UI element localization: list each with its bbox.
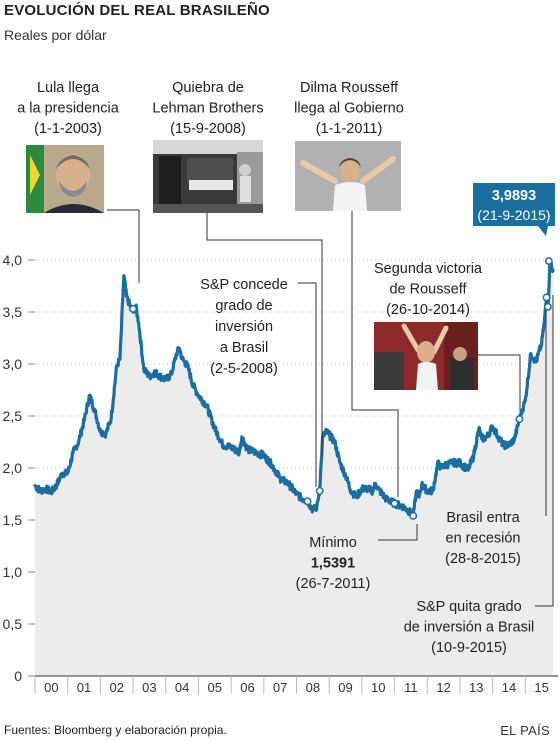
x-tick-label: 06 bbox=[240, 680, 254, 695]
area-fill bbox=[35, 261, 554, 676]
annotation-lehman: (15-9-2008) bbox=[170, 121, 246, 137]
annotation-minimo: (26-7-2011) bbox=[296, 576, 371, 592]
annotation-recession: (28-8-2015) bbox=[445, 551, 521, 567]
x-tick-label: 07 bbox=[273, 680, 287, 695]
annotation-sp-remove: (10-9-2015) bbox=[431, 640, 507, 656]
annotation-sp-grant: a Brasil bbox=[220, 340, 268, 356]
x-tick-label: 00 bbox=[44, 680, 58, 695]
leader-line bbox=[535, 295, 554, 607]
annotation-minimo: 1,5391 bbox=[311, 556, 355, 572]
x-tick-label: 12 bbox=[436, 680, 450, 695]
x-tick-label: 10 bbox=[371, 680, 385, 695]
x-tick-label: 02 bbox=[109, 680, 123, 695]
y-tick-label: 2,0 bbox=[3, 460, 23, 476]
leader-line bbox=[107, 209, 140, 283]
x-tick-label: 08 bbox=[306, 680, 320, 695]
series-area bbox=[35, 261, 554, 676]
annotation-recession: en recesión bbox=[446, 531, 521, 547]
event-marker bbox=[315, 486, 324, 495]
event-marker bbox=[129, 304, 138, 313]
lehman-photo bbox=[153, 140, 263, 213]
y-tick-label: 4,0 bbox=[3, 252, 23, 268]
series-line bbox=[33, 259, 555, 519]
x-tick-label: 05 bbox=[208, 680, 222, 695]
max-value-box bbox=[473, 183, 555, 226]
annotation-labels: Lula llega a la presidencia (1-1-2003) Quie… bbox=[17, 80, 555, 656]
y-tick-label: 3,0 bbox=[3, 356, 23, 372]
x-tick-label: 14 bbox=[502, 680, 516, 695]
annotation-sp-grant: inversión bbox=[215, 319, 273, 335]
x-tick-label: 01 bbox=[77, 680, 91, 695]
axes: 0 0,5 1,0 1,5 2,0 2,5 3,0 3,5 4,0 00 01 02 03 04 05 06 0… bbox=[3, 252, 558, 695]
y-tick-label: 0 bbox=[14, 668, 22, 684]
x-tick-label: 09 bbox=[338, 680, 352, 695]
annotation-lula: (1-1-2003) bbox=[34, 121, 102, 137]
event-marker bbox=[303, 497, 312, 506]
event-marker bbox=[542, 293, 551, 302]
y-tick-label: 3,5 bbox=[3, 304, 23, 320]
annotation-sp-grant: (2-5-2008) bbox=[210, 361, 278, 377]
leader-line bbox=[206, 213, 323, 455]
y-tick-label: 1,0 bbox=[3, 564, 23, 580]
annotation-lehman: Lehman Brothers bbox=[152, 101, 263, 117]
annotation-minimo: Mínimo bbox=[309, 535, 357, 551]
publisher-logo: EL PAÍS bbox=[500, 723, 550, 738]
annotation-dilma: (1-1-2011) bbox=[316, 121, 383, 137]
event-marker bbox=[544, 257, 553, 265]
x-tick-label: 03 bbox=[142, 680, 156, 695]
annotation-sp-grant: grado de bbox=[215, 298, 272, 314]
x-tick-label: 04 bbox=[175, 680, 189, 695]
annotation-max-date: (21-9-2015) bbox=[477, 207, 550, 223]
y-tick-label: 1,5 bbox=[3, 512, 23, 528]
dilma-photo bbox=[295, 141, 401, 211]
annotation-second-victory: de Rousseff bbox=[389, 282, 467, 298]
chart-subtitle: Reales por dólar bbox=[4, 27, 107, 43]
lula-photo bbox=[26, 145, 104, 213]
series-path bbox=[33, 259, 555, 519]
y-tick-label: 0,5 bbox=[3, 616, 23, 632]
source-note: Fuentes: Bloomberg y elaboración propia. bbox=[4, 723, 227, 737]
annotation-dilma: Dilma Rousseff bbox=[300, 80, 399, 96]
annotation-sp-remove: de inversión a Brasil bbox=[404, 620, 535, 636]
leader-lines bbox=[107, 209, 554, 607]
annotation-sp-grant: S&P concede bbox=[200, 277, 288, 293]
leader-line bbox=[378, 524, 418, 541]
max-value-pointer bbox=[538, 226, 548, 236]
second-victory-photo bbox=[374, 322, 478, 390]
x-tick-label: 15 bbox=[534, 680, 548, 695]
annotation-lula: Lula llega bbox=[37, 80, 100, 96]
y-tick-label: 2,5 bbox=[3, 408, 23, 424]
annotation-lula: a la presidencia bbox=[17, 101, 119, 117]
x-tick-label: 13 bbox=[469, 680, 483, 695]
annotation-max-value: 3,9893 bbox=[492, 188, 536, 204]
chart-title: EVOLUCIÓN DEL REAL BRASILEÑO bbox=[4, 2, 270, 19]
event-marker bbox=[543, 302, 552, 311]
event-markers bbox=[129, 257, 553, 520]
annotation-lehman: Quiebra de bbox=[172, 80, 244, 96]
annotation-sp-remove: S&P quita grado bbox=[416, 599, 521, 615]
annotation-second-victory: (26-10-2014) bbox=[386, 302, 470, 318]
annotation-recession: Brasil entra bbox=[446, 510, 520, 526]
leader-line bbox=[478, 354, 521, 410]
annotation-second-victory: Segunda victoria bbox=[374, 261, 483, 277]
leader-line bbox=[351, 211, 399, 497]
event-marker bbox=[409, 511, 418, 520]
event-marker bbox=[515, 415, 524, 424]
event-marker bbox=[390, 499, 399, 508]
annotation-dilma: llega al Gobierno bbox=[294, 101, 404, 117]
leader-line bbox=[298, 282, 317, 487]
x-tick-label: 11 bbox=[404, 680, 418, 695]
